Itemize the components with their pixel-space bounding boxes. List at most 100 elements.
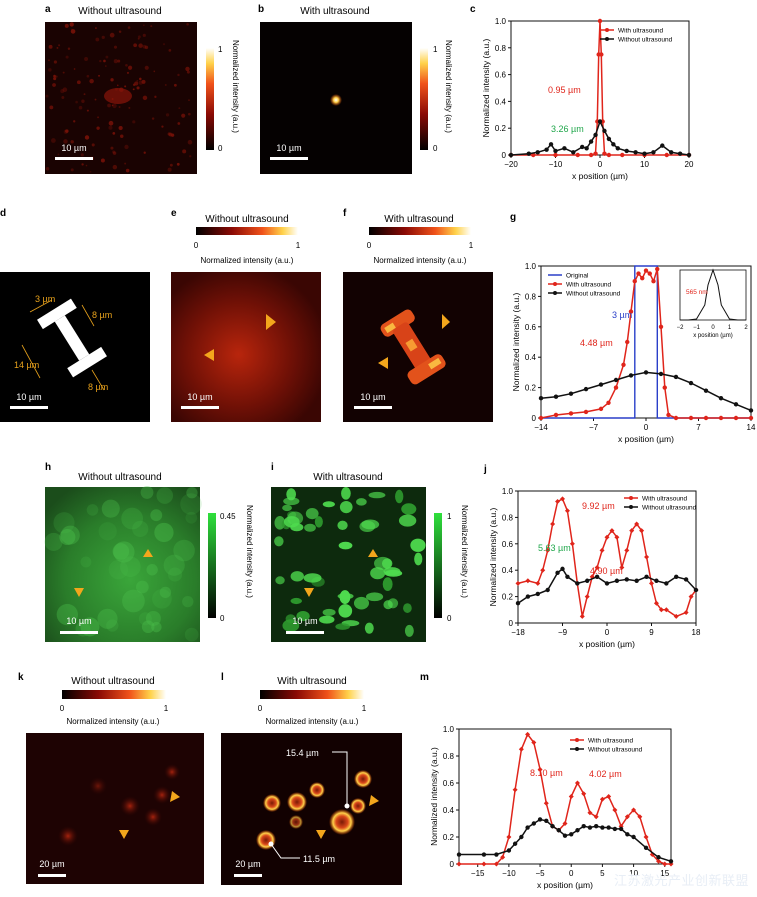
speckle [154, 95, 157, 98]
data-point [632, 279, 637, 284]
cell [337, 593, 354, 600]
data-point [604, 581, 610, 586]
panel-letter-g: g [510, 212, 516, 223]
image-without-ultrasound-h [45, 487, 200, 642]
cell [319, 615, 335, 624]
data-point [506, 848, 512, 853]
data-point [575, 828, 580, 833]
y-tick-label: 1.0 [443, 725, 455, 734]
x-axis-label: x position (µm) [579, 639, 635, 649]
speckle [84, 57, 89, 62]
data-point [583, 386, 589, 392]
data-point [538, 415, 544, 421]
colorbar [434, 513, 442, 618]
scale-label: 10 µm [276, 143, 301, 153]
blurred-cell [173, 539, 195, 562]
cell [382, 577, 393, 591]
data-point [602, 128, 607, 134]
callout-dot [268, 841, 274, 847]
speckle [118, 106, 121, 108]
colorbar [62, 690, 166, 699]
blurred-cell [59, 529, 76, 546]
blurred-cell [122, 589, 145, 613]
speckle [187, 139, 193, 145]
data-point [606, 152, 612, 158]
data-point [656, 858, 662, 864]
colorbar-min: 0 [218, 144, 223, 153]
speckle [57, 153, 60, 156]
data-point [688, 594, 694, 600]
data-point [658, 324, 664, 329]
blurred-cell [106, 619, 119, 632]
data-point [555, 570, 560, 576]
data-point [553, 412, 559, 418]
data-point [556, 828, 561, 833]
colorbar-label: Normalized intensity (a.u.) [231, 40, 240, 133]
speckle [58, 44, 61, 47]
speckle [51, 138, 56, 143]
callout-label: 11.5 µm [303, 854, 335, 864]
blurred-cell [150, 509, 163, 522]
data-point [456, 861, 462, 867]
data-point [668, 859, 674, 864]
data-point [612, 807, 618, 813]
panel-letter-m: m [420, 672, 429, 683]
data-point [562, 821, 568, 826]
scale-label: 20 µm [235, 859, 260, 869]
inset-tick-label: 2 [744, 325, 748, 331]
speckle [96, 126, 100, 130]
legend-entry: Without ultrasound [588, 747, 643, 754]
data-point [588, 139, 594, 144]
inset-annotation: 565 nm [686, 289, 708, 296]
x-tick-label: 9 [649, 628, 654, 637]
blurred-cell [145, 610, 161, 626]
speckle [181, 113, 186, 118]
x-tick-label: −20 [504, 160, 518, 169]
data-point [606, 400, 611, 405]
data-point [553, 394, 559, 399]
speckle [110, 146, 114, 150]
data-point [548, 142, 554, 147]
arrowhead-marker [316, 830, 326, 839]
y-tick-label: 0.4 [495, 97, 507, 106]
data-point [673, 374, 679, 380]
cell [401, 503, 417, 515]
legend-entry: With ultrasound [642, 496, 688, 503]
data-point [655, 266, 660, 272]
speckle [177, 73, 180, 77]
scale-bar [354, 406, 392, 409]
x-axis-label: x position (µm) [618, 434, 674, 444]
x-tick-label: 18 [692, 628, 701, 637]
y-tick-label: 0.2 [502, 593, 514, 602]
data-point [562, 146, 567, 151]
cell [414, 552, 423, 566]
panel-e-title: Without ultrasound [205, 214, 288, 225]
blurred-cell [80, 556, 92, 568]
panel-letter-e: e [171, 208, 177, 219]
data-point [553, 148, 558, 154]
speckle [139, 77, 142, 81]
data-point [597, 18, 603, 24]
speckle [49, 105, 54, 110]
speckle [113, 59, 118, 64]
scale-label: 20 µm [39, 859, 64, 869]
speckle [124, 144, 129, 150]
speckle [107, 103, 111, 108]
speckle [164, 84, 167, 86]
speckle [70, 140, 74, 144]
colorbar-max: 1 [447, 512, 452, 521]
colorbar [420, 48, 428, 150]
data-point [624, 577, 629, 582]
data-point [664, 152, 669, 158]
blurred-cell [146, 564, 158, 576]
speckle [125, 168, 130, 173]
speckle [65, 129, 69, 133]
y-tick-label: 0.8 [443, 752, 455, 761]
speckle [101, 35, 105, 40]
data-point [581, 791, 587, 797]
data-point [525, 594, 531, 599]
speckle [137, 37, 140, 40]
speckle [76, 80, 81, 85]
data-point [584, 146, 589, 151]
speckle [73, 120, 76, 123]
